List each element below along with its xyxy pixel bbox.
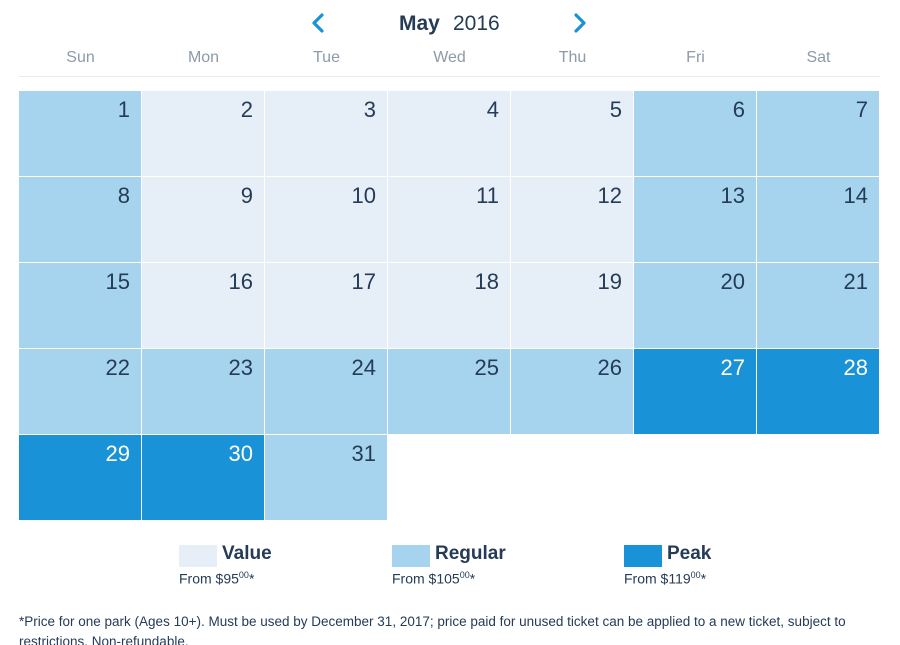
day-number: 10	[351, 183, 376, 208]
calendar-grid: 1 2 3 4 5 6 7 8 9 10 11 12 13 14 15 16 17 18 19 20 21 22 23 24 2…	[19, 91, 880, 521]
next-month-button[interactable]	[568, 10, 592, 36]
calendar-day-8[interactable]: 8	[19, 177, 142, 263]
day-number: 12	[597, 183, 622, 208]
calendar-day-14[interactable]: 14	[757, 177, 880, 263]
legend-swatch-regular	[392, 545, 430, 567]
day-number: 16	[228, 269, 253, 294]
legend-name: Regular	[435, 543, 506, 564]
day-number: 9	[240, 183, 253, 208]
day-number: 7	[855, 97, 868, 122]
calendar-day-12[interactable]: 12	[511, 177, 634, 263]
calendar-day-16[interactable]: 16	[142, 263, 265, 349]
calendar-day-27[interactable]: 27	[634, 349, 757, 435]
calendar-day-2[interactable]: 2	[142, 91, 265, 177]
day-number: 13	[720, 183, 745, 208]
legend-name: Peak	[667, 543, 712, 564]
calendar-day-19[interactable]: 19	[511, 263, 634, 349]
previous-month-button[interactable]	[306, 10, 330, 36]
chevron-left-icon	[312, 13, 324, 33]
month-label: May	[399, 12, 440, 35]
day-number: 15	[105, 269, 130, 294]
legend-price: From $11900*	[624, 570, 707, 587]
calendar-day-7[interactable]: 7	[757, 91, 880, 177]
weekday-wed: Wed	[433, 49, 466, 66]
weekday-sat: Sat	[806, 49, 831, 66]
day-number: 1	[117, 97, 130, 122]
legend-price: From $10500*	[392, 570, 476, 587]
calendar-day-23[interactable]: 23	[142, 349, 265, 435]
day-number: 20	[720, 269, 745, 294]
day-number: 17	[351, 269, 376, 294]
calendar-day-3[interactable]: 3	[265, 91, 388, 177]
legend-swatch-value	[179, 545, 217, 567]
calendar-day-28[interactable]: 28	[757, 349, 880, 435]
year-label: 2016	[453, 12, 500, 35]
day-number: 25	[474, 355, 499, 380]
day-number: 26	[597, 355, 622, 380]
calendar-day-31[interactable]: 31	[265, 435, 388, 521]
calendar-day-17[interactable]: 17	[265, 263, 388, 349]
day-number: 3	[363, 97, 376, 122]
day-number: 21	[843, 269, 868, 294]
day-number: 2	[240, 97, 253, 122]
day-number: 22	[105, 355, 130, 380]
weekday-tue: Tue	[313, 49, 340, 66]
legend-name: Value	[222, 543, 272, 564]
legend-price: From $9500*	[179, 570, 255, 587]
calendar-day-13[interactable]: 13	[634, 177, 757, 263]
day-number: 24	[351, 355, 376, 380]
day-number: 30	[228, 441, 253, 466]
day-number: 18	[474, 269, 499, 294]
calendar-day-30[interactable]: 30	[142, 435, 265, 521]
price-footnote: *Price for one park (Ages 10+). Must be …	[19, 614, 846, 645]
calendar-day-25[interactable]: 25	[388, 349, 511, 435]
calendar-day-29[interactable]: 29	[19, 435, 142, 521]
calendar-day-22[interactable]: 22	[19, 349, 142, 435]
month-navigation: May 2016	[0, 0, 900, 46]
day-number: 8	[117, 183, 130, 208]
weekday-mon: Mon	[187, 49, 220, 66]
calendar-day-6[interactable]: 6	[634, 91, 757, 177]
chevron-right-icon	[574, 13, 586, 33]
calendar-day-18[interactable]: 18	[388, 263, 511, 349]
weekday-fri: Fri	[686, 49, 705, 66]
day-number: 4	[486, 97, 499, 122]
price-legend: Value From $9500* Regular From $10500* P…	[0, 542, 900, 592]
weekday-thu: Thu	[558, 49, 587, 66]
calendar-day-21[interactable]: 21	[757, 263, 880, 349]
legend-swatch-peak	[624, 545, 662, 567]
day-number: 14	[843, 183, 868, 208]
day-number: 28	[843, 355, 868, 380]
calendar-day-4[interactable]: 4	[388, 91, 511, 177]
calendar-day-26[interactable]: 26	[511, 349, 634, 435]
calendar-day-9[interactable]: 9	[142, 177, 265, 263]
day-number: 23	[228, 355, 253, 380]
calendar-day-11[interactable]: 11	[388, 177, 511, 263]
weekday-sun: Sun	[66, 49, 95, 66]
calendar-day-5[interactable]: 5	[511, 91, 634, 177]
calendar-day-1[interactable]: 1	[19, 91, 142, 177]
day-number: 5	[609, 97, 622, 122]
calendar-day-24[interactable]: 24	[265, 349, 388, 435]
day-number: 31	[351, 441, 376, 466]
day-number: 19	[597, 269, 622, 294]
day-number: 11	[476, 183, 499, 208]
day-number: 29	[105, 441, 130, 466]
weekday-header: Sun Mon Tue Wed Thu Fri Sat	[19, 47, 880, 77]
day-number: 6	[732, 97, 745, 122]
calendar-day-15[interactable]: 15	[19, 263, 142, 349]
day-number: 27	[720, 355, 745, 380]
calendar-day-10[interactable]: 10	[265, 177, 388, 263]
calendar-day-20[interactable]: 20	[634, 263, 757, 349]
